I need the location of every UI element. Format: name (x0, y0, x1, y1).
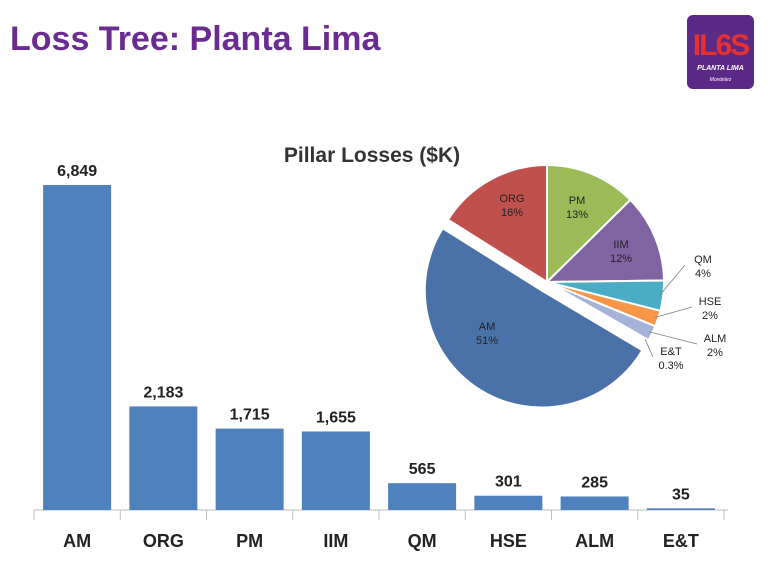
slide-title: Loss Tree: Planta Lima (10, 20, 381, 58)
category-label: HSE (490, 531, 527, 551)
pie-slice-pm (546, 163, 632, 285)
bar-alm (560, 496, 629, 510)
category-label: AM (63, 531, 91, 551)
pie-label-am: AM (479, 321, 496, 333)
pie-leader-line (659, 264, 686, 296)
bar-value-label: 1,655 (316, 409, 356, 426)
pie-slice-org (446, 163, 548, 284)
bar-value-label: 6,849 (57, 163, 97, 180)
pie-label-pm: PM (569, 195, 586, 207)
pie-slice-am (423, 226, 644, 409)
planta-lima-logo: IL6S PLANTA LIMA Mondelez (687, 15, 754, 89)
bar-iim (301, 431, 370, 510)
bar-am (43, 185, 112, 510)
pie-percent-iim: 12% (610, 253, 632, 265)
pie-leader-line (644, 338, 654, 358)
bar-value-label: 35 (672, 486, 690, 503)
pie-percent-alm: 2% (707, 347, 723, 359)
pie-percent-qm: 4% (695, 268, 711, 280)
category-label: ORG (143, 531, 184, 551)
pie-label-iim: IIM (613, 239, 628, 251)
bar-value-label: 565 (409, 461, 436, 478)
bar-qm (388, 483, 457, 510)
pie-label-qm: QM (694, 254, 712, 266)
bar-value-label: 2,183 (143, 384, 183, 401)
logo-brand: Mondelez (709, 77, 732, 83)
category-label: IIM (323, 531, 348, 551)
pie-chart: PM 13% IIM 12% QM 4% HSE 2% ALM 2% E&T 0.3% AM 51% ORG… (423, 163, 727, 409)
pie-percent-org: 16% (501, 207, 523, 219)
pie-label-alm: ALM (704, 333, 727, 345)
bar-value-label: 301 (495, 474, 522, 491)
bar-pm (215, 428, 284, 510)
bar-series: 6,849 AM 2,183 ORG 1,715 PM 1,655 IIM 565 QM 301 HS… (43, 163, 725, 551)
bar-eandt (646, 508, 715, 510)
pie-leader-line (654, 306, 693, 318)
chart-title: Pillar Losses ($K) (284, 144, 460, 167)
bar-value-label: 285 (581, 474, 608, 491)
bar-hse (474, 495, 543, 510)
pie-slice-iim (544, 198, 666, 284)
bar-value-label: 1,715 (230, 407, 270, 424)
pie-label-eandt: E&T (660, 346, 682, 358)
pie-percent-eandt: 0.3% (658, 360, 683, 372)
logo-subtitle: PLANTA LIMA (697, 65, 744, 72)
pie-percent-hse: 2% (702, 310, 718, 322)
pie-leader-line (648, 331, 698, 345)
category-label: ALM (575, 531, 614, 551)
pie-percent-am: 51% (476, 335, 498, 347)
pie-slice-eandt (546, 281, 650, 344)
logo-wordmark: IL6S (692, 29, 750, 62)
category-label: QM (408, 531, 437, 551)
category-label: E&T (663, 531, 699, 551)
pie-label-hse: HSE (699, 296, 722, 308)
pie-label-org: ORG (499, 193, 524, 205)
bar-org (129, 406, 198, 510)
category-label: PM (236, 531, 263, 551)
pie-percent-pm: 13% (566, 209, 588, 221)
